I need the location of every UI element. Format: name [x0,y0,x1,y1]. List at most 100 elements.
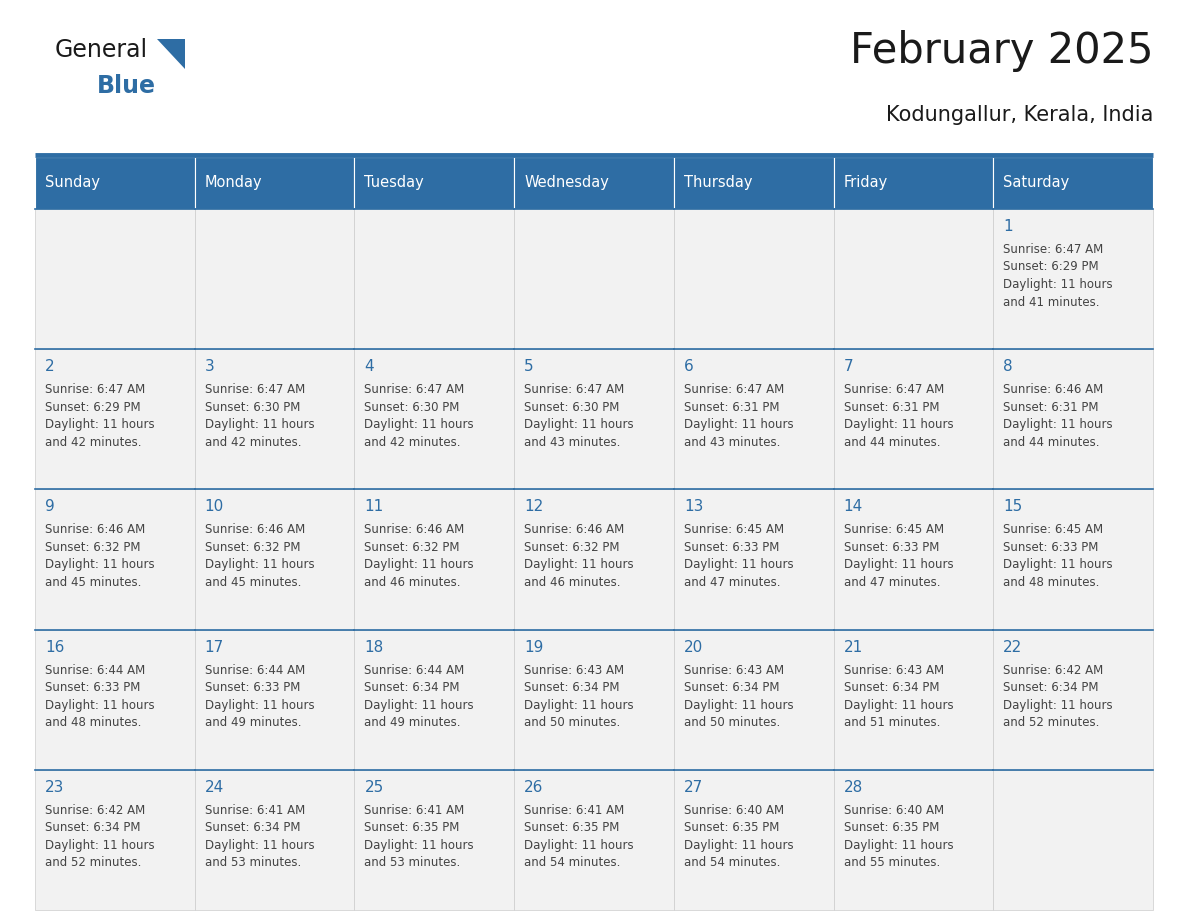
Text: Daylight: 11 hours: Daylight: 11 hours [365,699,474,711]
Text: and 50 minutes.: and 50 minutes. [684,716,781,729]
Text: Sunrise: 6:47 AM: Sunrise: 6:47 AM [365,383,465,397]
Text: and 51 minutes.: and 51 minutes. [843,716,940,729]
Bar [34,489,195,630]
Text: Daylight: 11 hours: Daylight: 11 hours [684,419,794,431]
Text: 20: 20 [684,640,703,655]
Text: Sunset: 6:34 PM: Sunset: 6:34 PM [684,681,779,694]
Text: and 48 minutes.: and 48 minutes. [1004,576,1100,589]
Bar [834,209,993,349]
Text: 19: 19 [524,640,544,655]
Text: and 55 minutes.: and 55 minutes. [843,856,940,869]
Bar [34,630,195,770]
Bar [514,630,674,770]
Text: Sunset: 6:34 PM: Sunset: 6:34 PM [843,681,939,694]
Text: 13: 13 [684,499,703,514]
Text: 6: 6 [684,359,694,375]
Bar [993,770,1154,910]
Bar [514,349,674,489]
Text: and 53 minutes.: and 53 minutes. [365,856,461,869]
Bar [834,630,993,770]
Text: and 48 minutes.: and 48 minutes. [45,716,141,729]
Text: and 43 minutes.: and 43 minutes. [684,436,781,449]
Text: and 54 minutes.: and 54 minutes. [524,856,620,869]
Text: Sunrise: 6:41 AM: Sunrise: 6:41 AM [365,804,465,817]
Text: Daylight: 11 hours: Daylight: 11 hours [684,839,794,852]
Bar [354,209,514,349]
Text: Sunset: 6:33 PM: Sunset: 6:33 PM [684,541,779,554]
Text: Daylight: 11 hours: Daylight: 11 hours [524,419,633,431]
Text: and 45 minutes.: and 45 minutes. [204,576,301,589]
Text: 25: 25 [365,779,384,795]
Text: Wednesday: Wednesday [524,175,609,191]
Text: 18: 18 [365,640,384,655]
Text: Daylight: 11 hours: Daylight: 11 hours [684,699,794,711]
Bar [354,157,514,209]
Text: Sunrise: 6:40 AM: Sunrise: 6:40 AM [843,804,943,817]
Bar [354,489,514,630]
Text: 24: 24 [204,779,225,795]
Bar [195,349,354,489]
Text: Sunset: 6:34 PM: Sunset: 6:34 PM [1004,681,1099,694]
Text: Sunset: 6:33 PM: Sunset: 6:33 PM [843,541,939,554]
Text: Sunset: 6:30 PM: Sunset: 6:30 PM [204,400,301,414]
Bar [514,209,674,349]
Text: 27: 27 [684,779,703,795]
Text: Daylight: 11 hours: Daylight: 11 hours [843,558,953,571]
Text: 28: 28 [843,779,862,795]
Text: Sunset: 6:29 PM: Sunset: 6:29 PM [1004,261,1099,274]
Text: Sunrise: 6:46 AM: Sunrise: 6:46 AM [45,523,145,536]
Text: 23: 23 [45,779,64,795]
Text: Friday: Friday [843,175,887,191]
Text: Daylight: 11 hours: Daylight: 11 hours [45,699,154,711]
Text: Sunrise: 6:45 AM: Sunrise: 6:45 AM [843,523,943,536]
Text: and 46 minutes.: and 46 minutes. [365,576,461,589]
Text: Daylight: 11 hours: Daylight: 11 hours [45,839,154,852]
Text: Daylight: 11 hours: Daylight: 11 hours [843,419,953,431]
Bar [354,630,514,770]
Bar [195,489,354,630]
Text: Thursday: Thursday [684,175,752,191]
Text: 26: 26 [524,779,544,795]
Text: and 47 minutes.: and 47 minutes. [684,576,781,589]
Text: Daylight: 11 hours: Daylight: 11 hours [524,558,633,571]
Text: Daylight: 11 hours: Daylight: 11 hours [45,419,154,431]
Text: Sunrise: 6:44 AM: Sunrise: 6:44 AM [45,664,145,677]
Text: Sunset: 6:32 PM: Sunset: 6:32 PM [524,541,620,554]
Text: 16: 16 [45,640,64,655]
Text: and 41 minutes.: and 41 minutes. [1004,296,1100,308]
Text: Sunset: 6:29 PM: Sunset: 6:29 PM [45,400,140,414]
Text: Sunrise: 6:46 AM: Sunrise: 6:46 AM [204,523,305,536]
Text: Sunset: 6:35 PM: Sunset: 6:35 PM [365,822,460,834]
Text: Sunrise: 6:45 AM: Sunrise: 6:45 AM [684,523,784,536]
Text: Sunrise: 6:47 AM: Sunrise: 6:47 AM [843,383,943,397]
Text: Sunset: 6:31 PM: Sunset: 6:31 PM [1004,400,1099,414]
Text: Sunset: 6:30 PM: Sunset: 6:30 PM [365,400,460,414]
Text: Sunrise: 6:47 AM: Sunrise: 6:47 AM [45,383,145,397]
Bar [834,489,993,630]
Text: Daylight: 11 hours: Daylight: 11 hours [365,839,474,852]
Bar [354,770,514,910]
Text: and 47 minutes.: and 47 minutes. [843,576,940,589]
Text: Daylight: 11 hours: Daylight: 11 hours [843,839,953,852]
Text: Sunrise: 6:46 AM: Sunrise: 6:46 AM [1004,383,1104,397]
Text: and 45 minutes.: and 45 minutes. [45,576,141,589]
Text: Sunset: 6:31 PM: Sunset: 6:31 PM [684,400,779,414]
Bar [34,157,195,209]
Text: 10: 10 [204,499,225,514]
Text: Sunrise: 6:41 AM: Sunrise: 6:41 AM [204,804,305,817]
Text: and 44 minutes.: and 44 minutes. [843,436,940,449]
Text: February 2025: February 2025 [849,30,1154,72]
Text: Sunset: 6:31 PM: Sunset: 6:31 PM [843,400,939,414]
Text: and 50 minutes.: and 50 minutes. [524,716,620,729]
Text: and 42 minutes.: and 42 minutes. [204,436,302,449]
Text: 7: 7 [843,359,853,375]
Bar [674,630,834,770]
Text: Sunrise: 6:40 AM: Sunrise: 6:40 AM [684,804,784,817]
Bar [34,209,195,349]
Text: Daylight: 11 hours: Daylight: 11 hours [204,839,315,852]
Text: Blue: Blue [97,74,156,98]
Bar [195,209,354,349]
Text: Saturday: Saturday [1004,175,1069,191]
Text: and 54 minutes.: and 54 minutes. [684,856,781,869]
Text: Daylight: 11 hours: Daylight: 11 hours [204,558,315,571]
